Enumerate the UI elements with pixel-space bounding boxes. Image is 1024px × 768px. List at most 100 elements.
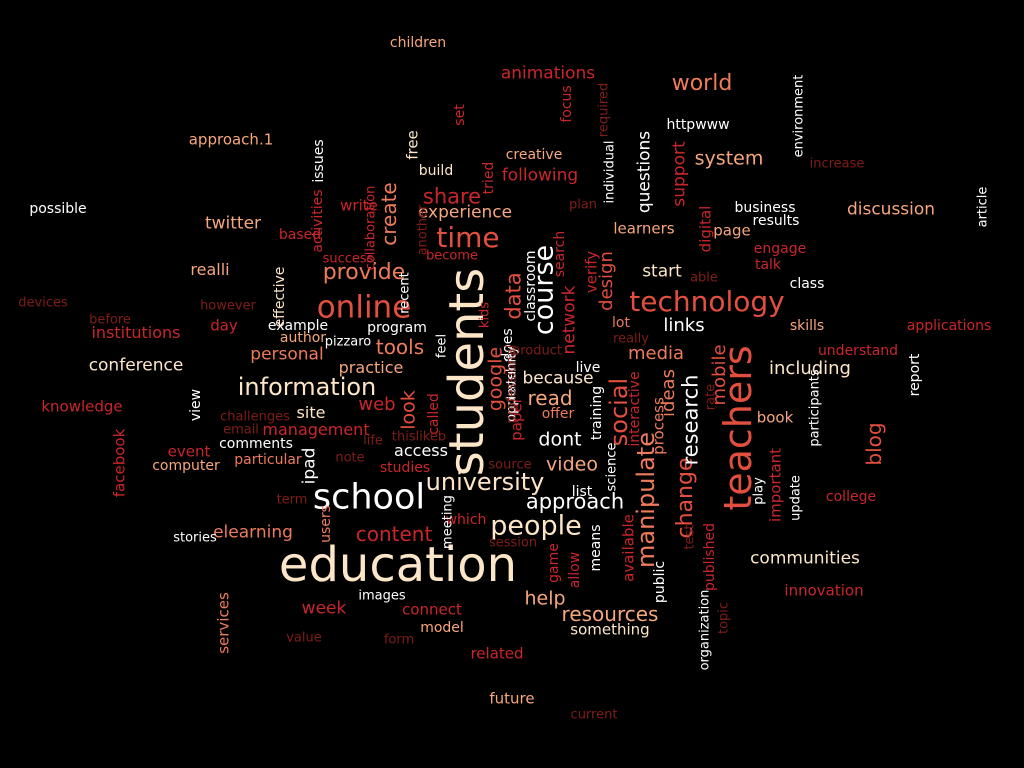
word-form: form bbox=[383, 632, 415, 648]
word-share: share bbox=[422, 184, 482, 209]
word-week: week bbox=[301, 598, 347, 619]
word-possible: possible bbox=[29, 201, 87, 217]
word-read: read bbox=[527, 386, 573, 410]
word-content: content bbox=[355, 522, 433, 546]
word-approach: approach bbox=[525, 489, 625, 514]
word-kids: kids bbox=[477, 301, 493, 329]
word-activities: activities bbox=[310, 189, 326, 253]
word-published: published bbox=[702, 522, 718, 592]
word-studies: studies bbox=[379, 460, 431, 476]
word-write: write bbox=[340, 196, 378, 215]
word-individual: individual bbox=[602, 140, 618, 204]
word-book: book bbox=[756, 408, 794, 427]
word-access: access bbox=[394, 441, 448, 460]
word-interactive: interactive bbox=[627, 371, 643, 447]
word-provide: provide bbox=[322, 260, 406, 285]
word-elearning: elearning bbox=[213, 522, 293, 543]
word-example: example bbox=[267, 318, 329, 334]
word-value: value bbox=[286, 630, 322, 646]
word-college: college bbox=[825, 489, 877, 505]
word-class: class bbox=[789, 276, 825, 292]
word-engage: engage bbox=[753, 241, 807, 257]
word-applications: applications bbox=[906, 318, 992, 334]
word-tried: tried bbox=[481, 161, 497, 195]
word-source: source bbox=[488, 457, 532, 473]
word-note: note bbox=[335, 450, 365, 466]
word-knowledge: knowledge bbox=[41, 397, 123, 416]
word-including: including bbox=[769, 358, 851, 379]
word-technology: technology bbox=[629, 285, 785, 318]
word-update: update bbox=[788, 475, 804, 521]
word-stories: stories bbox=[173, 530, 217, 546]
word-connect: connect bbox=[402, 600, 462, 619]
word-results: results bbox=[752, 213, 800, 229]
word-before: before bbox=[89, 312, 131, 328]
word-understand: understand bbox=[817, 343, 899, 359]
word-future: future bbox=[489, 689, 535, 708]
word-which: which bbox=[445, 512, 487, 528]
word-focus: focus bbox=[559, 85, 575, 123]
word-lot: lot bbox=[612, 315, 630, 331]
word-another: another bbox=[415, 204, 431, 256]
word-something: something bbox=[570, 620, 650, 639]
word-creative: creative bbox=[505, 147, 563, 163]
word-author: author bbox=[279, 330, 327, 346]
word-because: because bbox=[522, 368, 594, 389]
word-play: play bbox=[751, 477, 767, 505]
word-view: view bbox=[188, 388, 204, 422]
word-article: article bbox=[975, 186, 991, 228]
word-build: build bbox=[418, 163, 454, 179]
word-topic: topic bbox=[716, 601, 732, 635]
word-means: means bbox=[588, 524, 604, 572]
word-day: day bbox=[210, 316, 238, 335]
word-children: children bbox=[389, 35, 447, 51]
word-plan: plan bbox=[568, 197, 598, 213]
word-however: however bbox=[200, 298, 256, 314]
word-people: people bbox=[490, 510, 582, 542]
word-allow: allow bbox=[567, 551, 583, 589]
word-support: support bbox=[669, 141, 690, 207]
word-success: success bbox=[322, 251, 374, 267]
word-email: email bbox=[223, 422, 259, 438]
word-able: able bbox=[690, 270, 718, 286]
word-become: become bbox=[425, 248, 479, 264]
word-pizzaro: pizzaro bbox=[324, 334, 372, 350]
word-resources: resources bbox=[561, 602, 659, 626]
word-feel: feel bbox=[434, 333, 450, 359]
word-video: video bbox=[546, 453, 598, 476]
word-media: media bbox=[627, 343, 685, 364]
word-system: system bbox=[694, 147, 764, 170]
word-look: look bbox=[397, 390, 420, 430]
word-free: free bbox=[403, 130, 422, 160]
word-model: model bbox=[420, 620, 464, 636]
word-site: site bbox=[296, 403, 326, 422]
word-university: university bbox=[425, 468, 545, 496]
word-product: product bbox=[511, 343, 563, 359]
word-important: important bbox=[766, 447, 785, 523]
word-conference: conference bbox=[88, 355, 184, 376]
word-recent: recent bbox=[397, 272, 413, 314]
word-time: time bbox=[436, 221, 500, 254]
word-users: users bbox=[318, 505, 334, 543]
word-start: start bbox=[642, 261, 682, 282]
word-life: life bbox=[363, 433, 383, 449]
word-participants: participants bbox=[807, 369, 823, 447]
word-organization: organization bbox=[697, 589, 713, 671]
word-research: research bbox=[678, 374, 703, 466]
word-verify: verify bbox=[582, 250, 601, 294]
word-effective: effective bbox=[272, 266, 288, 328]
word-term: term bbox=[276, 492, 308, 508]
word-issues: issues bbox=[311, 139, 327, 183]
word-computer: computer bbox=[152, 458, 220, 474]
word-practice: practice bbox=[338, 358, 404, 377]
word-related: related bbox=[470, 644, 524, 663]
word-blog: blog bbox=[862, 422, 886, 466]
word-available: available bbox=[619, 514, 638, 582]
word-links: links bbox=[663, 315, 705, 336]
word-increase: increase bbox=[809, 156, 865, 172]
word-classroom: classroom bbox=[523, 250, 539, 322]
word-institutions: institutions bbox=[91, 323, 181, 342]
word-rate: rate bbox=[703, 383, 719, 411]
word-httpwww: httpwww bbox=[666, 117, 730, 133]
